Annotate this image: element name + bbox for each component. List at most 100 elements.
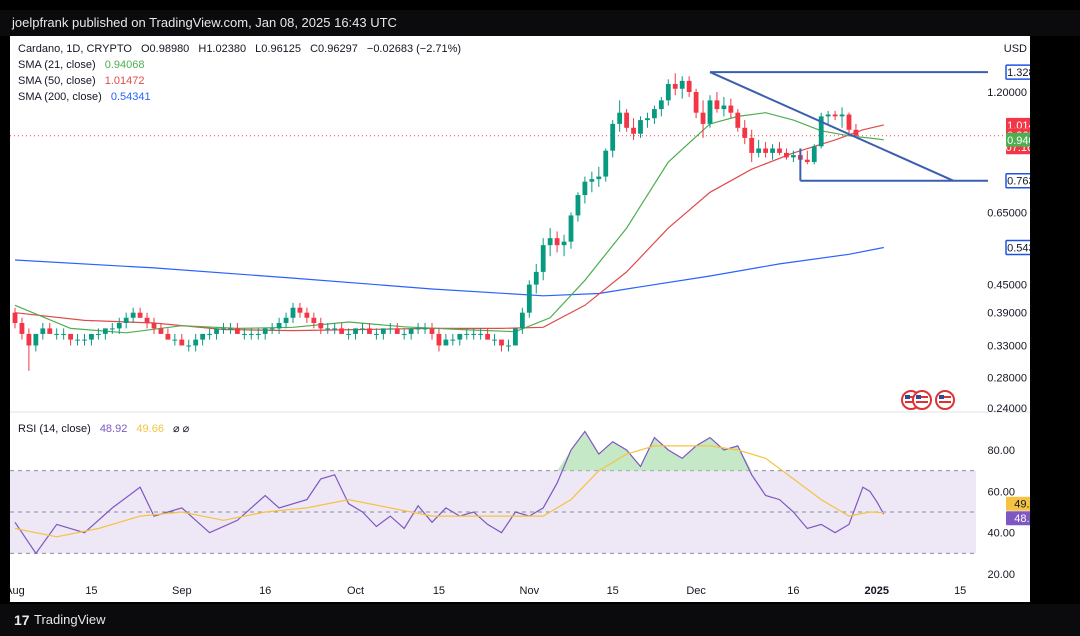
chart-svg[interactable]: 1.20000 0.65000 0.45000 0.39000 0.33000 0.280… xyxy=(5,36,1061,602)
legend-sma200-label: SMA (200, close) xyxy=(18,91,102,103)
time-axis[interactable]: Aug 15 Sep 16 Oct 15 Nov 15 Dec 16 2025 15 xyxy=(5,585,966,597)
candle-body xyxy=(394,328,400,334)
chart-panel[interactable]: 1.20000 0.65000 0.45000 0.39000 0.33000 0.280… xyxy=(5,36,1061,602)
legend-high: H1.02380 xyxy=(198,43,246,55)
candle-body xyxy=(415,328,421,330)
candle-body xyxy=(707,100,713,124)
candle-body xyxy=(311,317,317,324)
candle-body xyxy=(784,152,789,158)
candle-body xyxy=(665,83,671,101)
rsi-tick-label: 80.00 xyxy=(987,445,1015,457)
flag-icons[interactable] xyxy=(901,390,955,410)
candle-body xyxy=(610,123,616,151)
legend-symbol: Cardano, 1D, CRYPTO xyxy=(18,43,132,55)
candle-body xyxy=(325,328,331,330)
legend-sma21-value: 0.94068 xyxy=(105,59,145,71)
candle-body xyxy=(714,100,720,110)
time-tick-label: 15 xyxy=(607,585,619,597)
candle-body xyxy=(109,328,115,330)
trendline[interactable] xyxy=(709,71,954,182)
candle-body xyxy=(658,100,664,110)
candle-body xyxy=(68,333,73,340)
candle-body xyxy=(791,155,796,158)
candle-body xyxy=(26,333,32,346)
candle-body xyxy=(332,328,338,330)
price-label-text: 1.32800 xyxy=(1007,67,1030,79)
price-tick-label: 0.45000 xyxy=(987,280,1027,292)
time-tick-label: 15 xyxy=(85,585,97,597)
time-tick-label: 16 xyxy=(259,585,271,597)
rsi-tick-label: 40.00 xyxy=(987,528,1015,540)
legend-sma50-value: 1.01472 xyxy=(105,75,145,87)
candle-body xyxy=(380,328,386,334)
currency-label: USD xyxy=(1004,43,1027,55)
us-flag-icon[interactable] xyxy=(935,390,955,410)
legend-sma21-label: SMA (21, close) xyxy=(18,59,96,71)
legend-sma21: SMA (21, close) 0.94068 xyxy=(18,59,144,71)
candle-body xyxy=(631,127,636,134)
rsi-label-text: 49.66 xyxy=(1014,499,1030,511)
candle-body xyxy=(429,328,435,334)
time-tick-label: Sep xyxy=(172,585,192,597)
time-tick-label: Dec xyxy=(686,585,706,597)
candle-body xyxy=(519,312,525,329)
candle-body xyxy=(582,181,588,196)
candle-body xyxy=(262,328,268,334)
candle-body xyxy=(179,339,185,346)
footer-bar: 17 TradingView xyxy=(0,604,1080,636)
candle-body xyxy=(568,215,574,242)
legend-open: O0.98980 xyxy=(141,43,189,55)
candle-body xyxy=(672,83,678,89)
candle-body xyxy=(492,339,497,341)
legend-rsi: RSI (14, close) 48.92 49.66 ⌀ ⌀ xyxy=(18,423,190,435)
price-tick-label: 0.28000 xyxy=(987,373,1027,385)
price-axis[interactable]: 1.20000 0.65000 0.45000 0.39000 0.33000 0.280… xyxy=(987,87,1027,581)
price-label-text: 1.01472 xyxy=(1007,120,1030,132)
candle-body xyxy=(47,328,53,334)
candle-body xyxy=(825,114,831,117)
footer-brand[interactable]: TradingView xyxy=(34,612,106,627)
candle-body xyxy=(617,112,623,124)
price-label-text: 0.94068 xyxy=(1007,135,1030,147)
time-tick-label: 15 xyxy=(954,585,966,597)
candle-body xyxy=(297,307,303,313)
candle-body xyxy=(818,116,824,147)
candle-body xyxy=(624,112,629,128)
price-tick-label: 0.24000 xyxy=(987,403,1027,415)
legend-low: L0.96125 xyxy=(255,43,301,55)
candle-body xyxy=(547,238,553,246)
price-tick-label: 0.65000 xyxy=(987,207,1027,219)
rsi-tick-label: 60.00 xyxy=(987,486,1015,498)
candle-body xyxy=(554,238,560,246)
candle-body xyxy=(575,195,581,216)
rsi-ma-line xyxy=(14,445,884,538)
time-tick-label: Aug xyxy=(10,585,25,597)
rsi-overbought-fill xyxy=(557,431,752,471)
candle-body xyxy=(269,328,275,330)
candle-body xyxy=(151,323,157,329)
candle-body xyxy=(742,127,748,138)
candle-body xyxy=(290,307,296,318)
candle-body xyxy=(804,159,810,163)
legend-rsi-label: RSI (14, close) xyxy=(18,423,91,435)
candle-body xyxy=(96,333,101,335)
legend-rsi-value: 48.92 xyxy=(100,423,128,435)
candle-body xyxy=(374,333,379,335)
candle-body xyxy=(436,333,442,346)
candle-body xyxy=(638,120,643,134)
tradingview-logo-icon[interactable]: 17 xyxy=(14,612,30,628)
candle-body xyxy=(89,333,94,340)
candle-body xyxy=(248,333,254,335)
time-tick-label: 16 xyxy=(787,585,799,597)
candle-body xyxy=(221,328,226,330)
candle-body xyxy=(485,333,490,340)
rsi-tick-label: 20.00 xyxy=(987,569,1015,581)
us-flag-icon[interactable] xyxy=(912,390,932,410)
candle-body xyxy=(102,328,108,334)
trendlines[interactable] xyxy=(709,71,988,182)
candle-body xyxy=(450,339,456,341)
candle-body xyxy=(228,328,233,330)
candle-body xyxy=(777,148,782,153)
candle-body xyxy=(123,317,129,324)
